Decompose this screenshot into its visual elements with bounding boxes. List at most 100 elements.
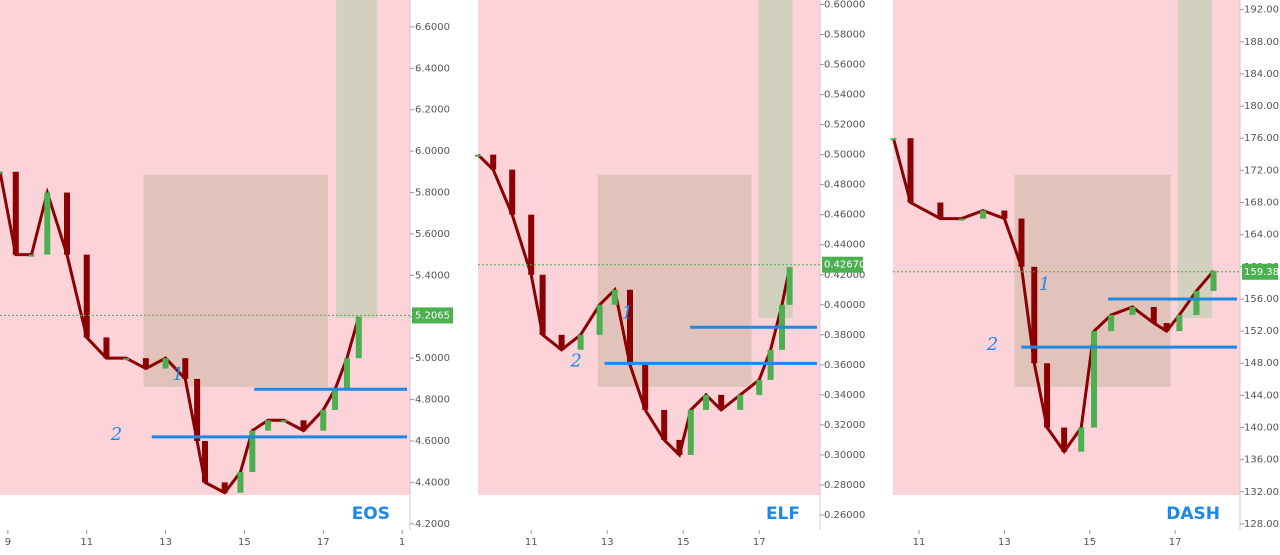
y-tick-label: 140.00 xyxy=(1244,423,1279,434)
y-tick-label: 5.6000 xyxy=(415,229,450,240)
candle xyxy=(265,420,272,431)
candle xyxy=(890,138,897,141)
y-tick-label: 0.48000 xyxy=(824,180,865,191)
handwritten-note: 2 xyxy=(110,424,122,445)
candle xyxy=(355,316,362,359)
candle xyxy=(1061,427,1068,452)
y-tick-label: 0.46000 xyxy=(824,210,865,221)
candle xyxy=(83,254,90,338)
y-tick-label: 0.26000 xyxy=(824,510,865,521)
candle xyxy=(237,472,244,493)
y-tick-label: 0.30000 xyxy=(824,450,865,461)
y-tick-label: 164.00 xyxy=(1244,230,1279,241)
y-tick-label: 0.44000 xyxy=(824,240,865,251)
price-line xyxy=(476,153,792,458)
candle xyxy=(1150,306,1157,324)
x-tick-label: 11 xyxy=(525,537,538,548)
candle xyxy=(0,171,3,174)
x-tick-label: 17 xyxy=(753,537,766,548)
candle xyxy=(1018,218,1025,267)
y-tick-label: 144.00 xyxy=(1244,390,1279,401)
candle xyxy=(103,337,110,359)
candle xyxy=(221,482,228,493)
y-tick-label: 188.00 xyxy=(1244,37,1279,48)
price-line xyxy=(0,171,361,495)
plot-background xyxy=(893,0,1240,495)
candle xyxy=(343,358,350,390)
candle xyxy=(1210,270,1217,291)
candle xyxy=(528,214,535,275)
candle xyxy=(1193,290,1200,316)
candle xyxy=(320,409,327,431)
y-tick-label: 0.60000 xyxy=(824,0,865,11)
x-tick-label: 15 xyxy=(677,537,690,548)
candle xyxy=(703,394,709,410)
candle xyxy=(28,254,35,257)
x-tick-label: 13 xyxy=(601,537,614,548)
candle xyxy=(1078,427,1085,452)
y-tick-label: 0.58000 xyxy=(824,30,865,41)
y-tick-label: 0.56000 xyxy=(824,60,865,71)
candle xyxy=(661,409,668,440)
candle xyxy=(539,274,546,335)
candle xyxy=(611,289,618,305)
last-price-label: 159.38 xyxy=(1244,267,1279,278)
x-tick-label: 17 xyxy=(1169,537,1182,548)
x-tick-label: 17 xyxy=(317,537,330,548)
y-tick-label: 5.4000 xyxy=(415,270,450,281)
candle xyxy=(1091,331,1098,428)
chart-panel: 4.20004.40004.60004.80005.00005.20005.40… xyxy=(0,0,455,551)
candle xyxy=(958,218,965,221)
candle xyxy=(676,439,683,455)
y-tick-label: 192.00 xyxy=(1244,5,1279,16)
y-tick-label: 0.40000 xyxy=(824,300,865,311)
candle xyxy=(627,289,633,365)
candle xyxy=(1044,363,1051,428)
y-tick-label: 5.0000 xyxy=(415,353,450,364)
candle xyxy=(718,394,725,410)
candle xyxy=(756,379,763,395)
candle xyxy=(162,358,169,369)
y-tick-label: 176.00 xyxy=(1244,133,1279,144)
handwritten-note: 2 xyxy=(569,350,581,371)
chart-panel: 128.00 132.00 136.00 140.00 144.00 148.00 152.… xyxy=(890,0,1280,551)
candle xyxy=(767,349,774,380)
cloud xyxy=(597,174,752,387)
candle xyxy=(12,171,19,255)
y-tick-label: 0.38000 xyxy=(824,330,865,341)
y-tick-label: 0.52000 xyxy=(824,120,865,131)
symbol-label: DASH xyxy=(1166,504,1220,524)
candle xyxy=(202,440,208,483)
candle xyxy=(475,154,481,157)
last-price-label: 5.2065 xyxy=(415,310,450,321)
x-tick-label: 15 xyxy=(1083,537,1096,548)
candle xyxy=(249,430,256,473)
candle xyxy=(687,409,694,455)
y-tick-label: 0.28000 xyxy=(824,480,865,491)
y-tick-label: 156.00 xyxy=(1244,294,1279,305)
x-tick-label: 15 xyxy=(238,537,251,548)
y-tick-label: 6.6000 xyxy=(415,22,450,33)
candle xyxy=(558,334,565,350)
y-tick-label: 0.36000 xyxy=(824,360,865,371)
cloud xyxy=(143,174,328,387)
y-tick-label: 4.6000 xyxy=(415,436,450,447)
y-tick-label: 132.00 xyxy=(1244,487,1279,498)
y-tick-label: 6.4000 xyxy=(415,63,450,74)
candle xyxy=(490,154,497,170)
x-tick-label: 11 xyxy=(80,537,93,548)
y-tick-label: 5.8000 xyxy=(415,188,450,199)
x-tick-label: 9 xyxy=(5,537,11,548)
handwritten-note: 1 xyxy=(622,302,633,323)
y-tick-label: 184.00 xyxy=(1244,69,1279,80)
candle xyxy=(1108,315,1115,332)
last-price-label: 0.42670 xyxy=(824,260,865,271)
candle xyxy=(907,138,914,203)
x-tick-label: 1 xyxy=(399,537,405,548)
y-tick-label: 152.00 xyxy=(1244,326,1279,337)
plot-background xyxy=(478,0,820,495)
y-tick-label: 172.00 xyxy=(1244,165,1279,176)
last-price-badge xyxy=(1242,263,1278,280)
candle xyxy=(300,420,307,431)
last-price-badge xyxy=(822,256,863,273)
